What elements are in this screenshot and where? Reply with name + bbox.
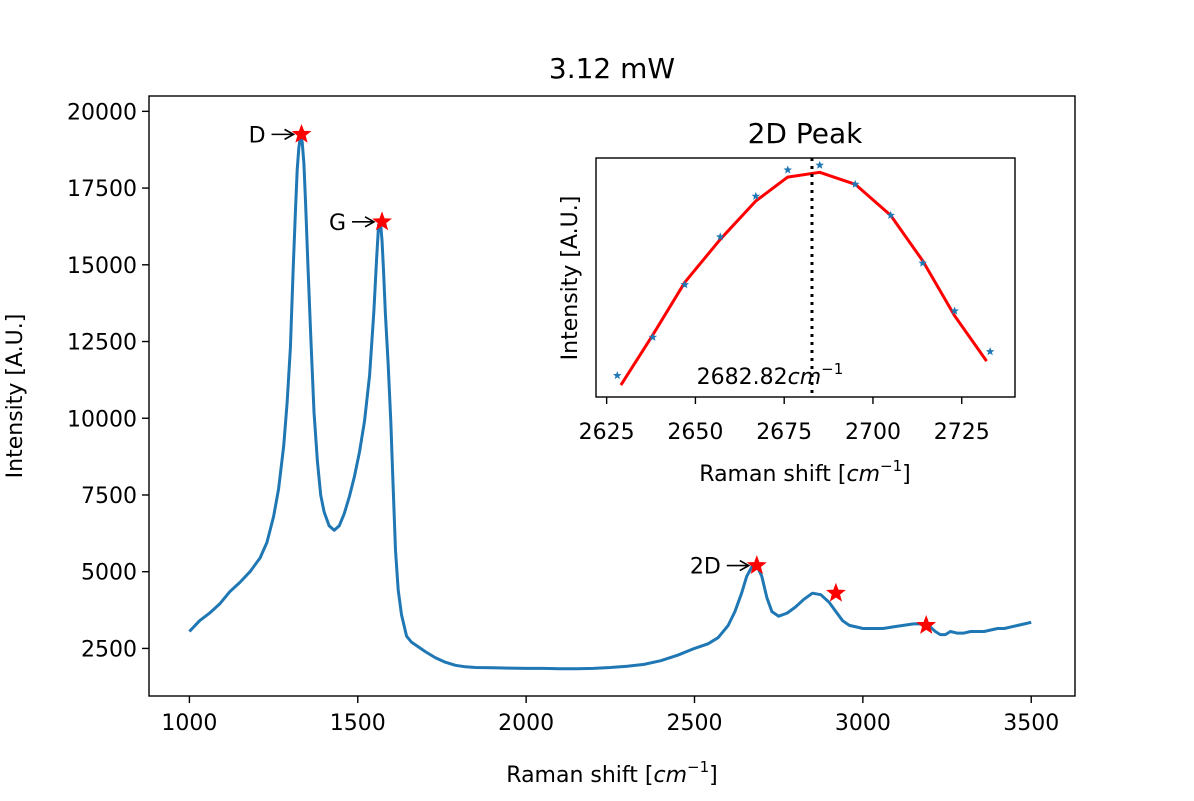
inset-data-point	[613, 371, 622, 380]
inset-peak-label: 2682.82cm−1	[697, 360, 844, 390]
y-tick-label: 17500	[67, 177, 137, 202]
x-tick-label: 3000	[835, 711, 891, 736]
inset-data-point	[716, 232, 725, 241]
y-tick-label: 5000	[81, 561, 137, 586]
inset-title: 2D Peak	[748, 117, 864, 150]
peak-markers-group	[291, 123, 937, 634]
peak-annotations-group: D G 2D	[249, 123, 751, 580]
y-tick-label: 7500	[81, 484, 137, 509]
peak-marker	[746, 555, 767, 574]
main-series-group	[188, 134, 1032, 671]
y-axis-label: Intensity [A.U.]	[3, 314, 28, 479]
peak-arrow-head	[739, 559, 751, 572]
peak-arrow-head	[284, 128, 296, 141]
inset-data-point	[950, 306, 959, 315]
x-tick-label: 3500	[1003, 711, 1059, 736]
inset-data-point	[886, 210, 895, 219]
main-plot-frame	[148, 95, 1076, 697]
inset-2d-peak: 2D Peak 2682.82cm−1 2625 2650 2675 2700 2725…	[558, 117, 1016, 487]
x-tick-label: 2000	[498, 711, 554, 736]
peak-arrow-head	[364, 216, 376, 228]
inset-y-axis-label: Intensity [A.U.]	[558, 196, 583, 361]
y-tick-label: 12500	[67, 331, 137, 356]
y-tick-label: 10000	[67, 407, 137, 432]
inset-x-tick-label: 2725	[934, 420, 990, 445]
inset-data-point	[815, 160, 824, 169]
raman-spectrum-line	[188, 134, 1032, 671]
inset-data-point	[648, 332, 658, 341]
inset-x-axis-label: Raman shift [cm−1]	[699, 457, 910, 487]
peak-marker	[291, 123, 312, 143]
inset-background	[596, 158, 1015, 397]
inset-data-point	[918, 258, 927, 267]
main-y-ticks: 2500 5000 7500 10000 12500 15000 17500 20000	[67, 100, 149, 662]
inset-x-tick-label: 2625	[579, 420, 635, 445]
inset-x-tick-label: 2700	[845, 420, 901, 445]
inset-data-point	[680, 280, 690, 289]
x-tick-label: 1500	[330, 711, 386, 736]
y-tick-label: 2500	[81, 637, 137, 662]
chart-title: 3.12 mW	[549, 52, 675, 85]
inset-data-point	[850, 179, 860, 188]
peak-label: 2D	[690, 555, 721, 580]
inset-x-ticks: 2625 2650 2675 2700 2725	[579, 397, 990, 445]
inset-data-point	[985, 347, 995, 356]
peak-marker	[916, 614, 937, 634]
inset-plot-frame	[595, 157, 1016, 398]
peak-label: G	[329, 211, 346, 236]
y-tick-label: 20000	[67, 100, 137, 125]
inset-fit-line	[619, 170, 988, 386]
inset-data-points-group	[613, 160, 995, 380]
peak-marker	[826, 582, 846, 602]
x-axis-label: Raman shift [cm−1]	[506, 758, 717, 788]
inset-x-tick-label: 2675	[756, 420, 812, 445]
inset-fit-line-group	[619, 170, 988, 386]
inset-data-point	[783, 165, 792, 174]
peak-label: D	[249, 123, 266, 148]
inset-data-point	[751, 191, 761, 200]
main-x-ticks: 1000 1500 2000 2500 3000 3500	[161, 696, 1059, 736]
y-tick-label: 15000	[67, 254, 137, 279]
inset-x-tick-label: 2650	[667, 420, 723, 445]
peak-marker	[372, 211, 392, 231]
x-tick-label: 2500	[666, 711, 722, 736]
x-tick-label: 1000	[161, 711, 217, 736]
